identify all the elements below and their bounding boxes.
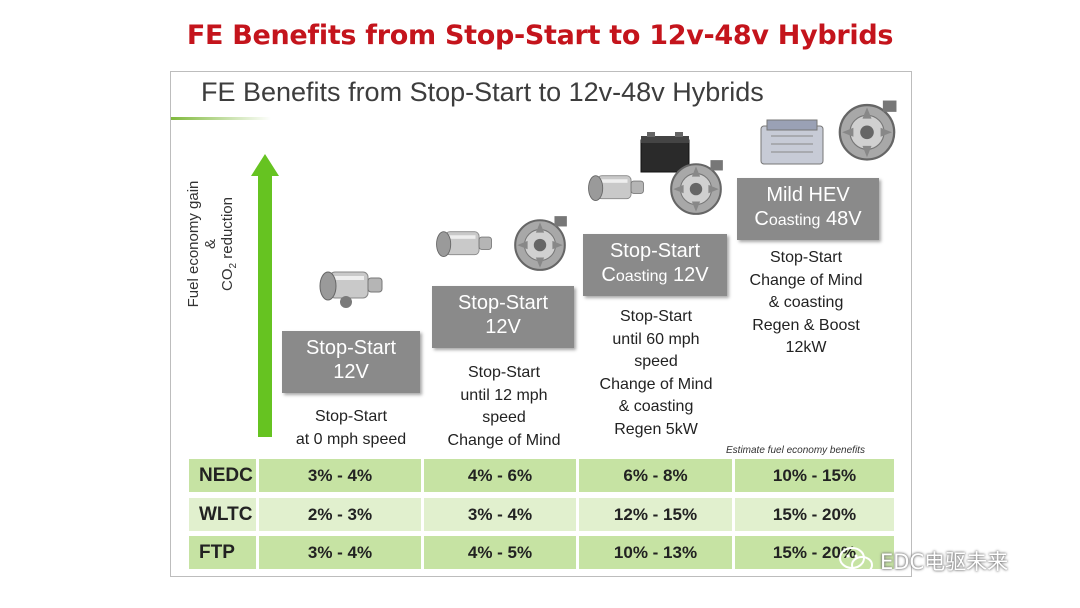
battery-icon bbox=[640, 132, 690, 173]
stage-2-desc-line: Change of Mind bbox=[447, 431, 561, 449]
stage-3-desc-line: until 60 mph bbox=[612, 330, 700, 348]
stage-3-description: Stop-Start until 60 mph speed Change of … bbox=[581, 306, 731, 441]
table-row-ftp: FTP 3% - 4% 4% - 5% 10% - 13% 15% - 20% bbox=[189, 536, 894, 569]
stage-1-label: Stop-Start bbox=[305, 337, 397, 359]
table-cell: 12% - 15% bbox=[579, 498, 735, 531]
stage-2-desc-line: Stop-Start bbox=[467, 364, 541, 381]
stage-3-voltage: Coasting 12V bbox=[601, 264, 709, 286]
stage-3-desc-line: & coasting bbox=[618, 398, 694, 415]
stage-3-label: Stop-Start bbox=[609, 240, 701, 262]
dc-dc-converter-icon bbox=[760, 119, 824, 165]
alternator-icon bbox=[838, 100, 897, 161]
table-cell: 10% - 13% bbox=[579, 536, 735, 569]
table-cell: 3% - 4% bbox=[424, 498, 579, 531]
table-cell: 3% - 4% bbox=[259, 536, 424, 569]
table-cell: 10% - 15% bbox=[772, 466, 857, 485]
table-row-wltc: WLTC 2% - 3% 3% - 4% 12% - 15% 15% - 20% bbox=[189, 498, 894, 531]
up-arrow-shaft bbox=[258, 175, 272, 437]
alternator-icon bbox=[670, 160, 723, 215]
table-cell: 15% - 20% bbox=[772, 505, 857, 524]
up-arrow-icon bbox=[251, 154, 279, 176]
table-cell: 4% - 5% bbox=[424, 536, 579, 569]
table-cell: 6% - 8% bbox=[579, 459, 735, 492]
stage-box-1: Stop-Start 12V bbox=[282, 331, 420, 393]
axis-label-line1: Fuel economy gain bbox=[185, 180, 202, 308]
page-title: FE Benefits from Stop-Start to 12v-48v H… bbox=[186, 20, 894, 51]
stage-2-label: Stop-Start bbox=[457, 292, 549, 314]
alternator-icon bbox=[514, 216, 567, 271]
stage-3-desc-line: Change of Mind bbox=[599, 375, 713, 393]
row-label: WLTC bbox=[189, 498, 259, 531]
stage-1-description: Stop-Start at 0 mph speed bbox=[276, 406, 426, 451]
stage-1-voltage: 12V bbox=[333, 361, 369, 383]
axis-label: Fuel economy gain & CO2 reduction bbox=[185, 124, 242, 364]
watermark: EDC电驱未来 bbox=[838, 546, 1008, 576]
row-label: NEDC bbox=[189, 459, 259, 492]
stage-box-3: Stop-Start Coasting 12V bbox=[583, 234, 727, 296]
table-row-nedc: NEDC 3% - 4% 4% - 6% 6% - 8% 10% - 15% bbox=[189, 459, 894, 492]
axis-label-line3: CO2 reduction bbox=[219, 197, 239, 291]
stage-3-desc-line: Regen 5kW bbox=[614, 420, 698, 438]
stage-2-voltage: 12V bbox=[485, 316, 521, 338]
stage-2-desc-line: until 12 mph bbox=[460, 386, 548, 404]
stage-4-desc-line: Change of Mind bbox=[749, 271, 863, 289]
stage-box-2: Stop-Start 12V bbox=[432, 286, 574, 348]
stage-4-desc-line: 12kW bbox=[785, 339, 827, 356]
row-label: FTP bbox=[189, 536, 259, 569]
wechat-icon bbox=[839, 547, 873, 574]
stage-4-label: Mild HEV bbox=[766, 184, 850, 206]
title-underline bbox=[171, 117, 271, 120]
stage-4-desc-line: Stop-Start bbox=[769, 249, 843, 266]
starter-motor-icon bbox=[319, 271, 383, 308]
table-cell: 15% - 20% bbox=[772, 543, 857, 562]
table-cell: 3% - 4% bbox=[259, 459, 424, 492]
slide: FE Benefits from Stop-Start to 12v-48v H… bbox=[170, 71, 912, 577]
slide-title: FE Benefits from Stop-Start to 12v-48v H… bbox=[201, 77, 764, 107]
stage-4-voltage: Coasting 48V bbox=[754, 208, 862, 230]
estimate-note: Estimate fuel economy benefits bbox=[726, 445, 865, 456]
axis-label-line2: & bbox=[202, 239, 219, 250]
stage-3-desc-line: Stop-Start bbox=[619, 308, 693, 325]
stage-2-description: Stop-Start until 12 mph speed Change of … bbox=[429, 362, 579, 452]
stage-3-desc-line: speed bbox=[634, 353, 678, 370]
watermark-text: EDC电驱未来 bbox=[880, 550, 1009, 574]
stage-4-description: Stop-Start Change of Mind & coasting Reg… bbox=[731, 247, 881, 360]
starter-motor-icon bbox=[436, 231, 492, 257]
stage-box-4: Mild HEV Coasting 48V bbox=[737, 178, 879, 240]
table-cell: 2% - 3% bbox=[259, 498, 424, 531]
table-cell: 4% - 6% bbox=[424, 459, 579, 492]
stage-1-desc-line: at 0 mph speed bbox=[295, 430, 407, 448]
stage-4-desc-line: & coasting bbox=[768, 294, 844, 311]
stage-2-desc-line: speed bbox=[482, 409, 526, 426]
stage-1-desc-line: Stop-Start bbox=[314, 408, 388, 425]
stage-4-desc-line: Regen & Boost bbox=[752, 316, 860, 334]
starter-motor-icon bbox=[588, 175, 644, 201]
